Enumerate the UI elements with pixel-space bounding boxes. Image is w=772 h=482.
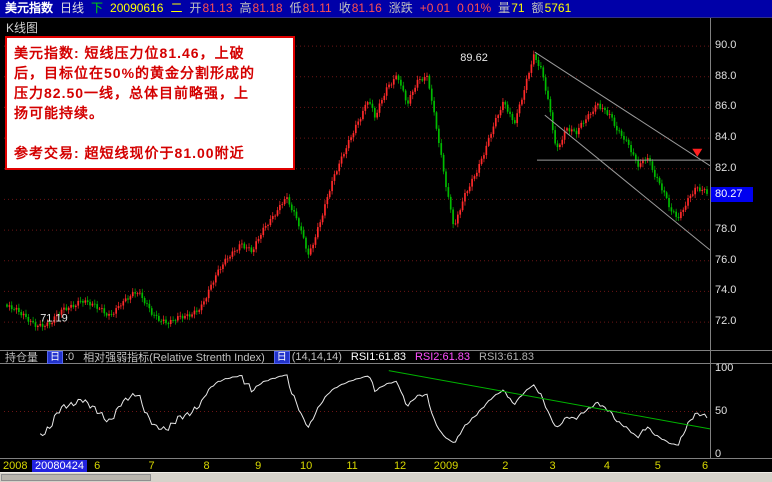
titlebar-field: 二 — [170, 1, 183, 15]
price-axis: 90.088.086.084.082.080.078.076.074.072.0 — [710, 18, 772, 350]
pane-title-kline: K线图 — [6, 21, 39, 35]
price-axis-label: 86.0 — [715, 100, 737, 113]
indicator-field: RSI2:61.83 — [414, 351, 470, 363]
annotation-line: 美元指数: 短线压力位81.46，上破 — [14, 45, 245, 61]
titlebar-field: 81.11 — [302, 1, 332, 15]
annotation-box: 美元指数: 短线压力位81.46，上破 后，目标位在50%的黄金分割形成的 压力82… — [5, 36, 295, 170]
time-axis-tick: 11 — [346, 460, 358, 472]
time-axis: 2008 20080424 6 7 8 9 10 11 12 2009 2 3 4 5 6 — [0, 458, 772, 472]
indicator-field: :0 — [65, 351, 75, 363]
titlebar-field: 额 — [531, 1, 544, 15]
current-price-tag: 80.27 — [711, 187, 753, 202]
time-axis-year: 2008 — [3, 460, 28, 472]
rsi-axis-label: 0 — [715, 448, 722, 460]
price-marker-label: 71.19 — [40, 313, 68, 325]
titlebar-field: 开 — [189, 1, 202, 15]
titlebar-field: 5761 — [544, 1, 572, 15]
time-axis-tick: 10 — [300, 460, 313, 472]
titlebar-field: 81.13 — [202, 1, 233, 15]
titlebar-field: 美元指数 — [5, 1, 54, 15]
annotation-line: 参考交易: 超短线现价于81.00附近 — [14, 145, 245, 161]
indicator-field: 持仓量 — [5, 352, 38, 364]
titlebar-field: 高 — [239, 1, 252, 15]
time-axis-tick: 5 — [654, 460, 661, 472]
titlebar-field: 71 — [511, 1, 525, 15]
time-axis-tick: 7 — [148, 460, 155, 472]
titlebar-field: 下 — [91, 1, 104, 15]
annotation-line: 扬可能持续。 — [14, 105, 104, 121]
time-axis-tick: 9 — [255, 460, 262, 472]
time-axis-tick: 2009 — [433, 460, 459, 472]
rsi-axis-label: 100 — [715, 362, 734, 374]
period-selector-icon[interactable]: 日 — [273, 350, 290, 364]
titlebar-field: 涨跌 — [388, 1, 413, 15]
annotation-line: 压力82.50一线，总体目前略强，上 — [14, 85, 250, 101]
candlestick-plot[interactable]: 89.62 71.19 — [4, 18, 710, 348]
time-axis-tick: 2 — [502, 460, 509, 472]
down-arrow-marker — [692, 148, 703, 157]
titlebar-field: 收 — [338, 1, 351, 15]
titlebar-field: 81.18 — [252, 1, 283, 15]
time-axis-tick: 6 — [94, 460, 101, 472]
price-axis-label: 72.0 — [715, 315, 737, 328]
titlebar-field: 日线 — [60, 1, 85, 15]
price-axis-label: 84.0 — [715, 131, 737, 144]
price-axis-label: 88.0 — [715, 69, 737, 82]
rsi-pane: 100 50 0 — [0, 362, 772, 460]
price-axis-label: 78.0 — [715, 223, 737, 236]
scrollbar-thumb[interactable] — [1, 474, 151, 481]
time-axis-tick: 3 — [549, 460, 556, 472]
main-chart-pane: 89.62 71.19 K线图 美元指数: 短线压力位81.46，上破 后，目标位在… — [0, 18, 772, 350]
titlebar-field: 20090616 — [110, 1, 164, 15]
axis-separator-line — [710, 18, 711, 458]
indicator-field: (14,14,14) — [291, 351, 342, 363]
time-axis-tick: 4 — [603, 460, 610, 472]
price-axis-label: 76.0 — [715, 253, 737, 266]
start-date-box: 20080424 — [32, 460, 87, 472]
rsi-axis-label: 50 — [715, 404, 728, 417]
time-axis-tick: 6 — [701, 460, 709, 472]
indicator-field: 相对强弱指标(Relative Strenth Index) — [83, 352, 265, 364]
price-axis-label: 74.0 — [715, 284, 737, 297]
indicator-field: RSI1:61.83 — [350, 351, 406, 363]
time-axis-tick: 12 — [393, 460, 407, 472]
rsi-trendline — [388, 370, 710, 430]
titlebar-field: +0.01 — [419, 1, 451, 15]
titlebar-field: 0.01% — [457, 1, 492, 15]
annotation-line: 后，目标位在50%的黄金分割形成的 — [14, 65, 256, 81]
indicator-header: 持仓量日:0 相对强弱指标(Relative Strenth Index) 日 (14… — [0, 350, 772, 364]
titlebar-field: 低 — [289, 1, 302, 15]
titlebar: 美元指数 日线下 20090616 二开81.13 高81.18 低81.11 收81.16… — [0, 0, 772, 18]
rsi-plot[interactable] — [4, 364, 710, 458]
price-axis-label: 82.0 — [715, 161, 737, 174]
horizontal-scrollbar[interactable] — [0, 472, 772, 482]
indicator-field: RSI3:61.83 — [479, 351, 535, 363]
price-axis-label: 90.0 — [715, 39, 737, 52]
annotation-line — [14, 123, 286, 143]
time-axis-tick: 8 — [203, 460, 210, 472]
price-marker-label: 89.62 — [460, 52, 488, 64]
rsi-axis: 100 50 0 — [710, 362, 772, 460]
period-selector-icon[interactable]: 日 — [47, 350, 63, 364]
titlebar-field: 量 — [498, 1, 511, 15]
titlebar-field: 81.16 — [351, 1, 382, 15]
